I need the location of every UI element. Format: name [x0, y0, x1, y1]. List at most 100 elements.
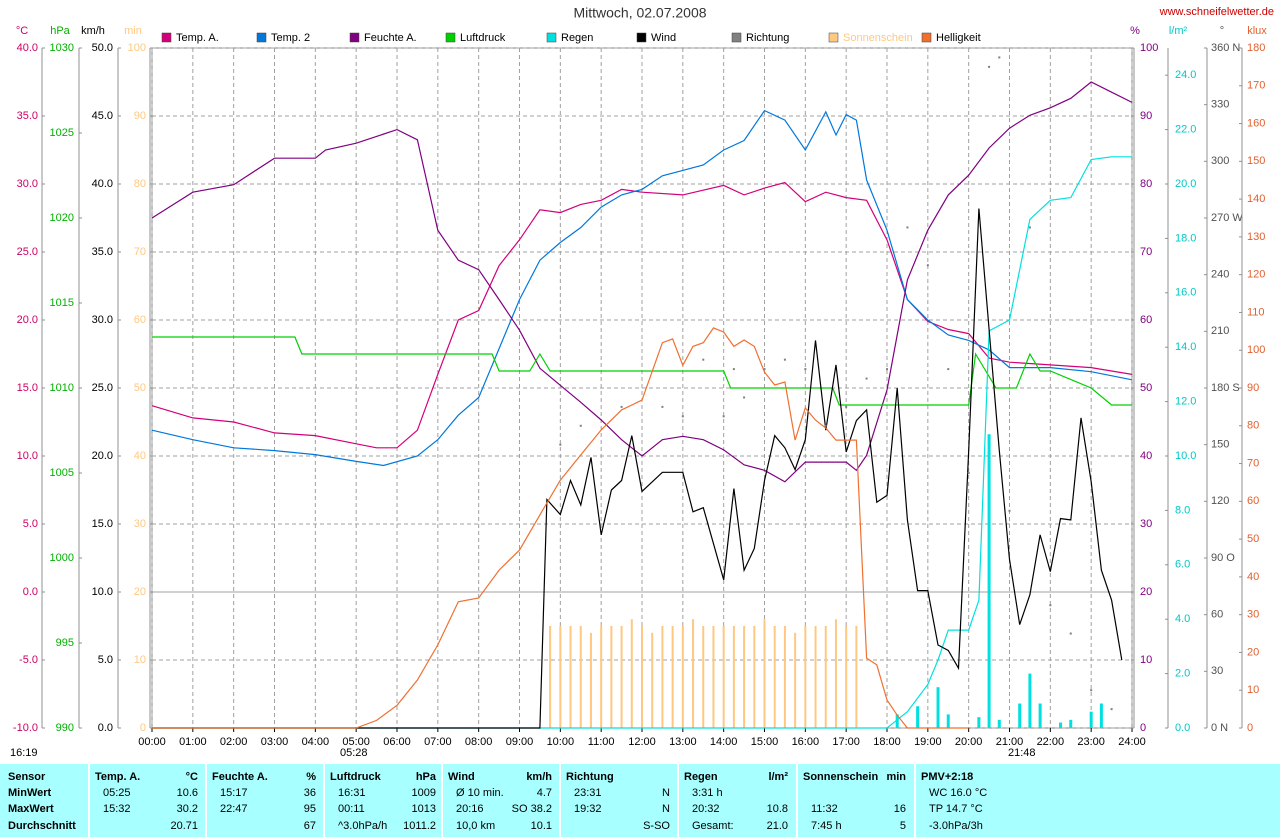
block-unit: °C [185, 771, 198, 783]
y-tick-label: 0.0 [23, 586, 38, 598]
y-tick-label: 35.0 [17, 110, 38, 122]
sunshine-bar [702, 626, 705, 728]
y-tick-label: 6.0 [1175, 559, 1190, 571]
cell: S-SO [643, 820, 670, 832]
y-tick-label: -10.0 [13, 722, 38, 734]
sunshine-bar [763, 619, 766, 728]
direction-dot [1049, 604, 1052, 607]
y-tick-label: 20.0 [1175, 178, 1196, 190]
sunshine-bar [620, 626, 623, 728]
x-tick-label: 17:00 [832, 736, 860, 748]
sunshine-bar [804, 626, 807, 728]
x-tick-label: 02:00 [220, 736, 248, 748]
x-tick-label: 12:00 [628, 736, 656, 748]
y-tick-label: 15.0 [92, 518, 113, 530]
y-tick-label: 10 [1247, 684, 1259, 696]
column-divider [205, 764, 207, 837]
sunshine-bar [722, 626, 725, 728]
direction-dot [559, 443, 562, 446]
rain-bar [1028, 673, 1032, 728]
stats-table: Sensor MinWert MaxWert Durchschnitt Temp. A.… [0, 764, 1280, 837]
cell: 4.7 [536, 787, 552, 799]
legend-label: Helligkeit [936, 32, 981, 44]
y-tick-label: 70 [134, 246, 146, 258]
block-header: Regen [684, 771, 718, 783]
y-tick-label: 40.0 [17, 42, 38, 54]
x-tick-label: 20:00 [955, 736, 983, 748]
x-tick-label: 09:00 [506, 736, 534, 748]
sunshine-bar [814, 626, 817, 728]
cell: 10.1 [530, 820, 552, 832]
direction-dot [906, 226, 909, 229]
x-tick-label: 21:00 [996, 736, 1024, 748]
column-divider [323, 764, 325, 837]
rain-bar [1038, 703, 1042, 728]
axis-unit: l/m² [1169, 25, 1188, 37]
x-tick-label: 00:00 [138, 736, 166, 748]
cell: 05:25 [103, 787, 131, 799]
y-tick-label: 990 [56, 722, 74, 734]
cell: 21.0 [766, 820, 788, 832]
cell: 3:31 h [692, 787, 723, 799]
y-tick-label: 240 [1211, 269, 1229, 281]
y-tick-label: 14.0 [1175, 341, 1196, 353]
y-tick-label: 1005 [50, 467, 74, 479]
rain-bar [997, 719, 1001, 728]
source: www.schneifelwetter.de [1159, 6, 1274, 18]
y-tick-label: 4.0 [1175, 613, 1190, 625]
series-line [151, 81, 1133, 483]
x-tick-label: 14:00 [710, 736, 738, 748]
sunshine-bar [641, 626, 643, 728]
y-tick-label: 2.0 [1175, 668, 1190, 680]
y-tick-label: 5.0 [98, 654, 113, 666]
chart: Mittwoch, 02.07.2008 www.schneifelwetter… [10, 5, 1274, 759]
column-divider [796, 764, 798, 837]
block-header: PMV+2:18 [921, 771, 974, 783]
annotation: 16:19 [10, 747, 38, 759]
y-tick-label: 0 [1140, 722, 1146, 734]
y-tick-label: 1020 [50, 212, 74, 224]
cell: Gesamt: [692, 820, 734, 832]
y-tick-label: 22.0 [1175, 124, 1196, 136]
x-tick-label: 15:00 [751, 736, 779, 748]
sunshine-bar [600, 626, 603, 728]
legend-swatch [445, 32, 456, 43]
direction-dot [661, 405, 664, 408]
direction-dot [967, 472, 970, 474]
cell: 16 [893, 803, 906, 815]
direction-dot [743, 396, 746, 399]
y-tick-label: 170 [1247, 80, 1265, 92]
cell: Ø 10 min. [456, 787, 504, 799]
y-tick-label: 0 [140, 722, 146, 734]
series-line [151, 181, 1133, 449]
y-tick-label: 180 S [1211, 382, 1240, 394]
cell: TP 14.7 °C [929, 803, 983, 815]
axis-unit: hPa [50, 25, 70, 37]
cell: 19:32 [574, 803, 602, 815]
y-tick-label: 1010 [50, 382, 74, 394]
x-tick-label: 23:00 [1077, 736, 1105, 748]
block-unit: % [306, 771, 316, 783]
cell: 10.6 [176, 787, 198, 799]
sunshine-bar [692, 619, 695, 728]
series-line [151, 109, 1133, 467]
sunshine-bar [569, 626, 572, 728]
direction-dot [1069, 632, 1072, 635]
y-tick-label: 40.0 [92, 178, 113, 190]
y-tick-label: 20 [1140, 586, 1152, 598]
direction-dot [1090, 689, 1093, 692]
y-tick-label: -5.0 [19, 654, 38, 666]
direction-dot [886, 368, 888, 371]
rain-bar [946, 714, 950, 728]
direction-dot [865, 377, 868, 380]
rain-bar [916, 706, 920, 728]
legend-swatch [636, 32, 647, 43]
y-tick-label: 150 [1247, 155, 1265, 167]
y-tick-label: 60 [1211, 609, 1223, 621]
x-tick-label: 19:00 [914, 736, 942, 748]
cell: 36 [303, 787, 316, 799]
y-tick-label: 5.0 [23, 518, 38, 530]
cell: -3.0hPa/3h [929, 820, 983, 832]
y-tick-label: 70 [1140, 246, 1152, 258]
column-divider [559, 764, 561, 837]
